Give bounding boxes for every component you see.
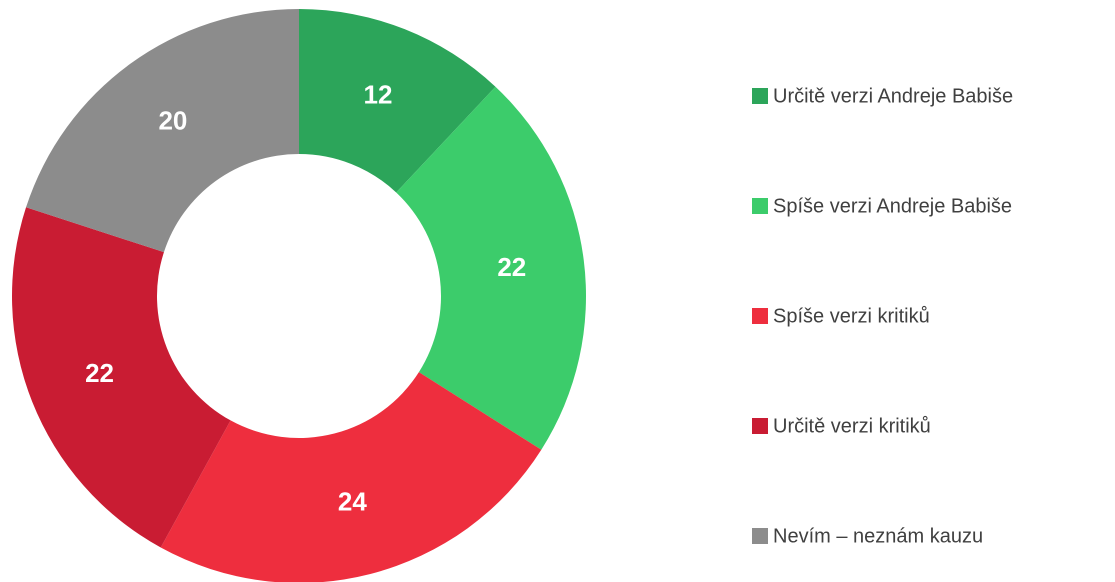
legend-label: Určitě verzi kritiků — [773, 415, 931, 437]
data-label: 20 — [158, 105, 187, 135]
legend-label: Spíše verzi Andreje Babiše — [773, 195, 1012, 217]
legend-swatch — [752, 88, 768, 104]
data-label: 12 — [364, 79, 393, 109]
donut-slice — [160, 372, 542, 582]
legend-swatch — [752, 308, 768, 324]
donut-slice — [396, 86, 586, 450]
donut-slice — [26, 9, 299, 253]
legend-label: Nevím – neznám kauzu — [773, 525, 983, 547]
legend-swatch — [752, 418, 768, 434]
legend-swatch — [752, 528, 768, 544]
data-label: 22 — [497, 252, 526, 282]
legend-label: Spíše verzi kritiků — [773, 305, 930, 327]
donut-slice — [299, 9, 496, 193]
legend-label: Určitě verzi Andreje Babiše — [773, 85, 1013, 107]
data-label: 22 — [85, 358, 114, 388]
data-label: 24 — [338, 487, 367, 517]
donut-slice — [11, 207, 231, 548]
legend-swatch — [752, 198, 768, 214]
